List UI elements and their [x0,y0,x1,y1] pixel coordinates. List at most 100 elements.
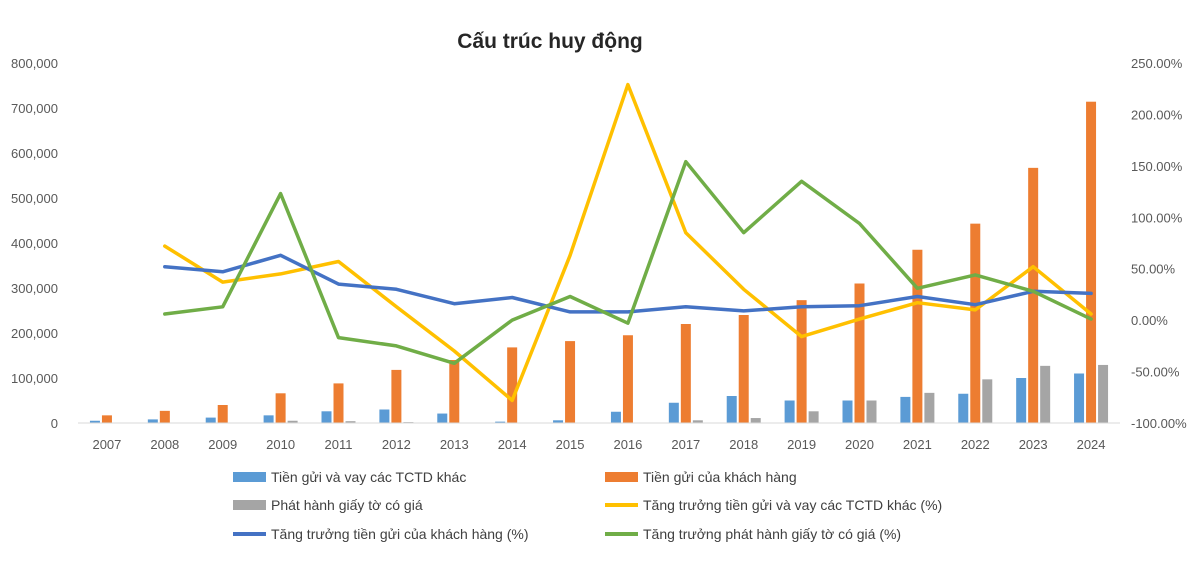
right-tick-label: 150.00% [1131,159,1183,174]
legend-item: Tăng trưởng phát hành giấy tờ có giá (%) [605,526,901,542]
x-tick-label: 2015 [556,437,585,452]
legend-label: Tăng trưởng phát hành giấy tờ có giá (%) [643,526,901,542]
bar-series-group [89,101,1109,423]
x-tick-label: 2008 [150,437,179,452]
bar [553,420,564,423]
bar [854,283,865,423]
bar [287,420,298,423]
left-tick-label: 800,000 [11,56,58,71]
bar [507,347,518,423]
bar [958,393,969,423]
bar [912,249,923,423]
bar [275,393,286,423]
bar [345,421,356,423]
legend-item: Tăng trưởng tiền gửi của khách hàng (%) [233,526,529,542]
x-tick-label: 2014 [498,437,527,452]
legend-label: Tiền gửi của khách hàng [643,469,797,485]
bar [900,396,911,423]
chart-title: Cấu trúc huy động [457,30,643,53]
left-axis: 0 100,000 200,000 300,000 400,000 500,000 600,… [11,56,58,431]
bar [321,411,332,423]
bar [982,379,993,423]
legend-label: Tiền gửi và vay các TCTD khác [271,469,466,485]
bar [1040,365,1051,423]
right-tick-label: 100.00% [1131,210,1183,225]
x-tick-label: 2018 [729,437,758,452]
bar [1028,167,1039,423]
bar [391,369,402,423]
x-tick-label: 2019 [787,437,816,452]
legend-item: Tăng trưởng tiền gửi và vay các TCTD khá… [605,497,942,513]
bar [692,420,703,423]
legend-item: Phát hành giấy tờ có giá [233,497,423,513]
bar [738,315,749,423]
right-axis: -100.00% -50.00% 0.00% 50.00% 100.00% 150.00%… [1131,56,1187,431]
bar [808,411,819,423]
x-tick-label: 2017 [671,437,700,452]
bar [610,411,621,423]
bar [1086,101,1097,423]
bar-series-3 [287,364,1109,423]
x-tick-label: 2009 [208,437,237,452]
bar [924,392,935,423]
line-series-2 [163,253,1093,314]
bar [379,409,390,423]
x-tick-label: 2024 [1077,437,1106,452]
bar [842,400,853,423]
bar [217,405,228,423]
x-tick-label: 2012 [382,437,411,452]
legend-item: Tiền gửi và vay các TCTD khác [233,469,466,485]
bar [263,415,274,423]
x-tick-label: 2010 [266,437,295,452]
legend-swatch [233,472,266,482]
right-tick-label: 0.00% [1131,313,1168,328]
left-tick-label: 0 [51,416,58,431]
left-tick-label: 600,000 [11,146,58,161]
bar [437,413,448,423]
legend-label: Tăng trưởng tiền gửi của khách hàng (%) [271,526,529,542]
bar [622,335,633,423]
x-tick-label: 2020 [845,437,874,452]
bar [726,396,737,423]
bar-series-2 [101,101,1097,423]
bar [1074,373,1085,423]
bar [1016,378,1027,423]
legend-label: Phát hành giấy tờ có giá [271,497,423,513]
bar [159,410,170,423]
legend-item: Tiền gửi của khách hàng [605,469,797,485]
legend-swatch [233,500,266,510]
bar [750,418,761,423]
bar [680,324,691,423]
bar [101,415,112,423]
right-tick-label: -100.00% [1131,416,1187,431]
legend: Tiền gửi và vay các TCTD khác Tiền gửi củ… [233,469,942,542]
bar [333,383,344,423]
bar [147,419,158,423]
legend-swatch [605,472,638,482]
x-tick-label: 2011 [325,437,353,452]
bar [970,223,981,423]
left-tick-label: 700,000 [11,101,58,116]
bar [449,360,460,423]
right-tick-label: -50.00% [1131,365,1180,380]
bar [495,421,506,423]
bar [89,420,100,423]
bar [565,341,576,423]
line-series-3 [163,159,1093,366]
left-tick-label: 300,000 [11,281,58,296]
bar [784,400,795,423]
left-tick-label: 100,000 [11,371,58,386]
bar [1098,364,1109,423]
x-tick-label: 2013 [440,437,469,452]
line-series-1 [163,82,1093,403]
left-tick-label: 200,000 [11,326,58,341]
x-tick-label: 2021 [903,437,932,452]
bar [796,300,807,423]
x-axis: 2007 2008 2009 2010 2011 2012 2013 2014 2015 2016… [92,437,1105,452]
bar [668,402,679,423]
line-series-group [163,82,1093,403]
x-tick-label: 2016 [613,437,642,452]
right-tick-label: 200.00% [1131,107,1183,122]
